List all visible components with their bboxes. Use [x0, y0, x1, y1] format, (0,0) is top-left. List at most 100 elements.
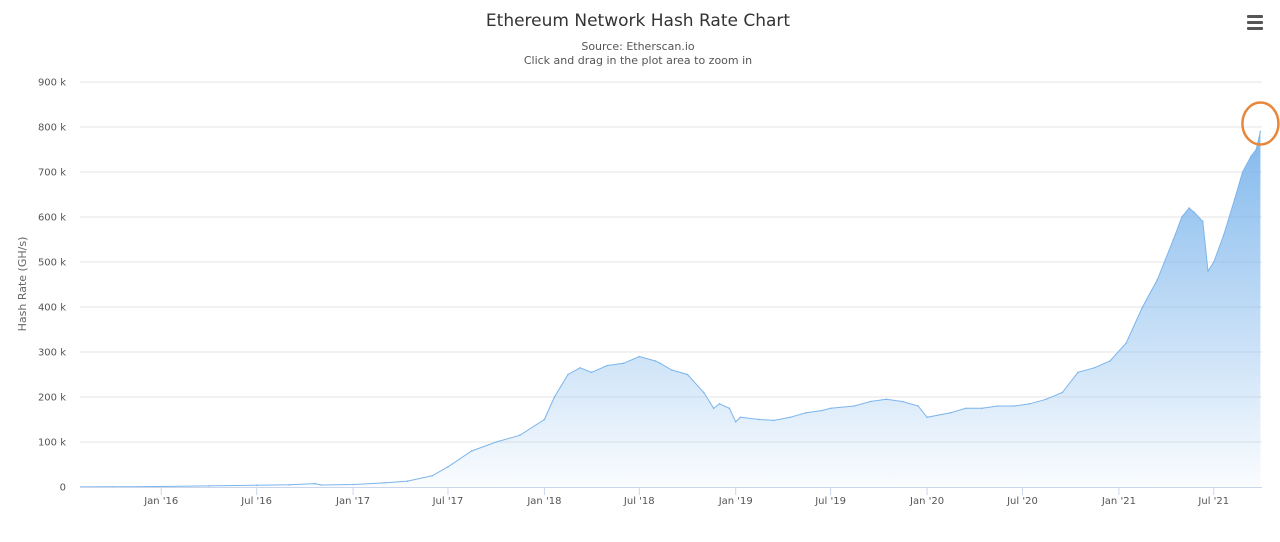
data-point[interactable]: [965, 407, 967, 410]
data-point[interactable]: [703, 391, 705, 394]
x-tick-label: Jul '18: [623, 496, 655, 507]
data-point[interactable]: [1013, 405, 1015, 407]
data-point[interactable]: [622, 362, 625, 365]
x-tick-label: Jan '21: [1101, 496, 1136, 507]
data-point[interactable]: [1233, 198, 1236, 200]
data-point[interactable]: [406, 480, 409, 482]
data-point[interactable]: [773, 419, 775, 422]
data-point[interactable]: [1188, 207, 1190, 209]
chart-subtitle-zoom-hint: Click and drag in the plot area to zoom …: [524, 54, 752, 67]
data-point[interactable]: [1061, 391, 1064, 394]
data-point[interactable]: [949, 412, 952, 414]
data-point[interactable]: [1093, 367, 1096, 369]
data-point[interactable]: [579, 367, 581, 369]
grid-lines: [80, 81, 1262, 443]
data-point[interactable]: [671, 369, 673, 371]
data-point[interactable]: [352, 483, 354, 486]
data-point[interactable]: [1109, 360, 1111, 362]
data-point[interactable]: [1250, 155, 1252, 158]
data-point[interactable]: [1077, 371, 1079, 374]
data-point[interactable]: [734, 421, 737, 423]
series-layer[interactable]: [80, 130, 1262, 488]
data-point[interactable]: [1207, 270, 1209, 272]
data-point[interactable]: [447, 466, 449, 468]
x-tick-label: Jan '18: [526, 496, 561, 507]
data-point[interactable]: [1181, 216, 1183, 218]
data-point[interactable]: [885, 398, 887, 401]
data-point[interactable]: [519, 434, 521, 437]
x-axis-ticks: Jan '16 Jul '16 Jan '17 Jul '17 Jan '18 Jul '…: [143, 487, 1229, 507]
data-point[interactable]: [495, 441, 498, 443]
data-point[interactable]: [383, 482, 385, 484]
x-tick-label: Jul '21: [1197, 496, 1229, 507]
data-point[interactable]: [431, 475, 434, 477]
y-tick-label: 100 k: [38, 438, 66, 449]
y-tick-label: 600 k: [38, 213, 66, 224]
data-point[interactable]: [1241, 171, 1244, 173]
data-point[interactable]: [255, 484, 258, 487]
data-point[interactable]: [1141, 306, 1144, 308]
x-tick-label: Jul '19: [814, 496, 846, 507]
y-tick-label: 300 k: [38, 348, 66, 359]
data-point[interactable]: [718, 403, 721, 405]
data-point[interactable]: [567, 373, 569, 376]
data-point[interactable]: [1156, 279, 1158, 281]
data-point[interactable]: [1202, 220, 1204, 223]
data-point[interactable]: [901, 400, 904, 403]
data-point[interactable]: [659, 362, 662, 365]
data-point[interactable]: [981, 407, 983, 410]
y-tick-label: 500 k: [38, 258, 66, 269]
data-point[interactable]: [314, 482, 316, 485]
y-tick-label: 400 k: [38, 303, 66, 314]
x-tick-label: Jan '20: [909, 496, 944, 507]
data-point[interactable]: [821, 409, 823, 412]
data-point[interactable]: [1255, 148, 1257, 151]
x-tick-label: Jan '17: [335, 496, 370, 507]
data-point[interactable]: [997, 405, 999, 407]
data-point[interactable]: [805, 412, 807, 414]
y-tick-label: 800 k: [38, 123, 66, 134]
y-tick-label: 200 k: [38, 393, 66, 404]
data-point[interactable]: [1213, 261, 1215, 263]
data-point[interactable]: [686, 373, 689, 376]
data-point[interactable]: [1172, 238, 1175, 241]
data-point[interactable]: [320, 484, 322, 486]
chart-title: Ethereum Network Hash Rate Chart: [486, 11, 791, 31]
data-point[interactable]: [829, 407, 832, 410]
data-point[interactable]: [869, 400, 872, 403]
peak-highlight-circle: [1241, 101, 1280, 146]
data-point[interactable]: [1045, 398, 1047, 401]
data-point[interactable]: [288, 484, 290, 486]
data-point[interactable]: [590, 371, 593, 374]
data-point[interactable]: [470, 450, 473, 452]
data-point[interactable]: [712, 407, 715, 410]
y-tick-label: 0: [60, 483, 66, 494]
data-point[interactable]: [1029, 403, 1031, 405]
data-point[interactable]: [917, 405, 919, 407]
data-point[interactable]: [1193, 211, 1196, 214]
y-axis-title: Hash Rate (GH/s): [16, 237, 29, 332]
x-tick-label: Jan '16: [143, 496, 178, 507]
data-point[interactable]: [739, 416, 742, 419]
data-point[interactable]: [1259, 130, 1262, 133]
data-point[interactable]: [1222, 234, 1225, 236]
data-point[interactable]: [926, 416, 928, 419]
data-point[interactable]: [758, 418, 761, 421]
data-point[interactable]: [160, 485, 162, 488]
data-point[interactable]: [1125, 342, 1127, 344]
data-point[interactable]: [638, 355, 641, 358]
data-point[interactable]: [606, 364, 609, 367]
hamburger-menu-icon[interactable]: [1240, 10, 1270, 34]
series-area: [81, 131, 1261, 487]
data-point[interactable]: [543, 418, 546, 421]
data-point[interactable]: [853, 405, 855, 407]
data-point[interactable]: [208, 485, 210, 487]
data-point[interactable]: [553, 396, 556, 398]
x-tick-label: Jul '17: [432, 496, 464, 507]
x-tick-label: Jan '19: [718, 496, 753, 507]
data-point[interactable]: [789, 416, 791, 419]
data-point[interactable]: [728, 407, 731, 410]
y-axis-ticks: 0 100 k 200 k 300 k 400 k 500 k 600 k 700 k 800 …: [38, 78, 66, 494]
data-point[interactable]: [654, 360, 657, 362]
